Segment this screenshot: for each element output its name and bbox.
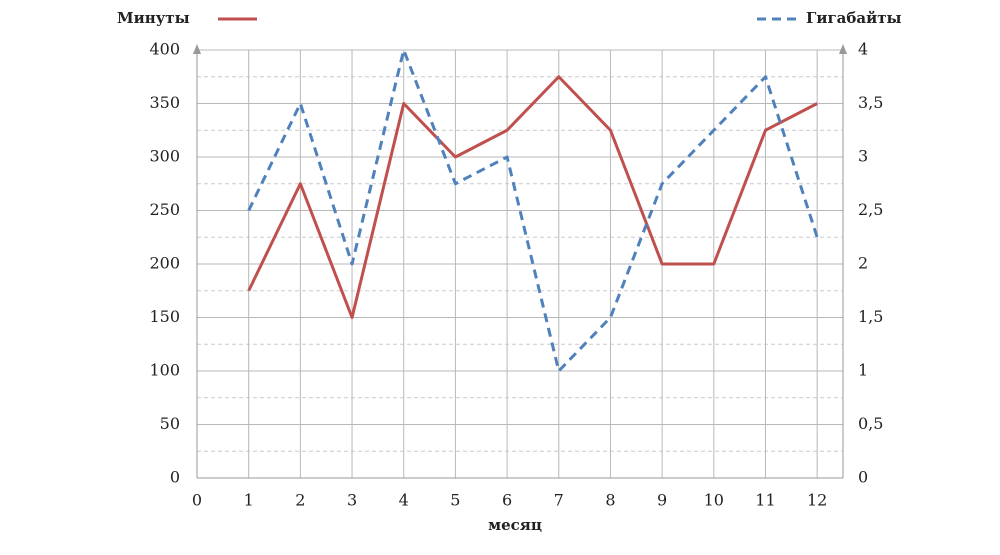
x-tick-label: 7 [554,491,564,510]
axis-arrow [193,44,201,54]
axis-arrow [839,44,847,54]
y2-tick-label: 3 [858,147,868,166]
y-tick-label: 150 [149,307,180,326]
x-tick-label: 12 [807,491,827,510]
x-axis-title: месяц [488,516,542,534]
legend-label: Минуты [117,9,190,27]
y2-tick-label: 1 [858,361,868,380]
y2-tick-label: 3,5 [858,93,883,112]
series-line [247,48,819,373]
x-tick-label: 2 [295,491,305,510]
x-tick-label: 0 [192,491,202,510]
legend-label: Гигабайты [806,9,902,27]
y2-tick-label: 1,5 [858,307,883,326]
y2-tick-label: 0 [858,468,868,487]
y-tick-label: 0 [170,468,180,487]
y-tick-label: 300 [149,147,180,166]
x-tick-label: 5 [450,491,460,510]
y-tick-label: 100 [149,361,180,380]
y-tick-label: 200 [149,254,180,273]
y-tick-label: 250 [149,200,180,219]
y-tick-label: 350 [149,93,180,112]
y2-tick-label: 4 [858,40,868,59]
y-tick-label: 400 [149,40,180,59]
x-tick-label: 9 [657,491,667,510]
series-line [247,75,818,319]
x-tick-label: 10 [704,491,724,510]
x-tick-label: 8 [605,491,615,510]
y-tick-label: 50 [160,414,180,433]
x-tick-label: 6 [502,491,512,510]
x-tick-label: 3 [347,491,357,510]
y2-tick-label: 2 [858,254,868,273]
y2-tick-label: 2,5 [858,200,883,219]
y2-tick-label: 0,5 [858,414,883,433]
x-tick-label: 4 [399,491,409,510]
x-tick-label: 11 [755,491,775,510]
x-tick-label: 1 [244,491,254,510]
